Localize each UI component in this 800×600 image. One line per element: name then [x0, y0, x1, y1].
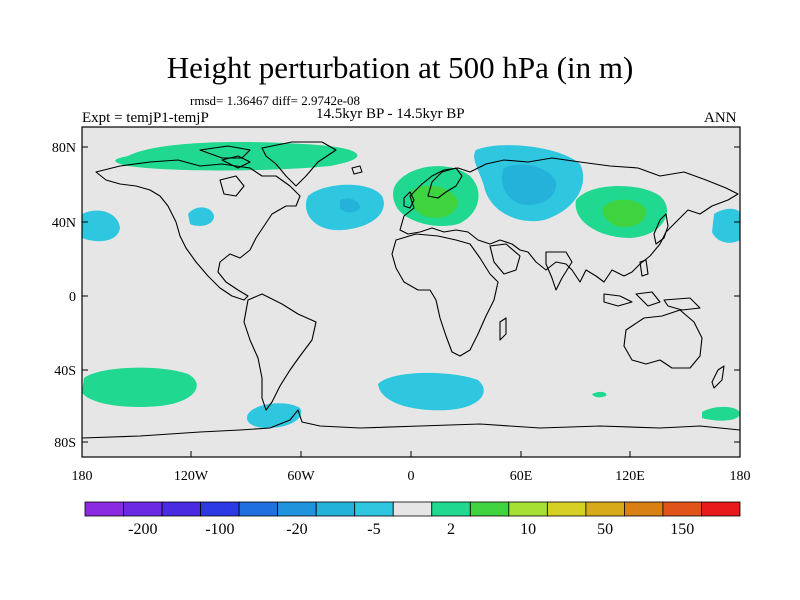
coastline-australia [623, 309, 703, 369]
coastline-arabia [489, 243, 521, 275]
anomaly-region [702, 406, 740, 421]
colorbar-swatch [123, 501, 163, 517]
anomaly-region [410, 185, 459, 219]
longitude-axis: 180 120W 60W 0 60E 120E 180 [72, 451, 751, 484]
colorbar-swatch [624, 501, 664, 517]
lat-tick-label: 80N [52, 141, 76, 156]
coastline-hudson-bay [219, 175, 245, 197]
coastline-india [545, 251, 573, 291]
colorbar-label: 50 [597, 521, 613, 538]
lat-tick-label: 40S [54, 364, 76, 379]
colorbar-swatch [84, 501, 124, 517]
anomaly-region [712, 208, 740, 243]
coastline-new-zealand [711, 365, 725, 389]
coastline-philippines [639, 259, 649, 277]
coastline-eurasia [399, 157, 739, 283]
lon-tick-label: 60E [510, 469, 533, 484]
lon-tick-label: 0 [408, 469, 415, 484]
experiment-label: Expt = temjP1-temjP [82, 110, 209, 126]
colorbar-swatch [469, 501, 510, 517]
colorbar-label: -20 [286, 521, 307, 538]
latitude-axis: 80N 40N 0 40S 80S [52, 141, 740, 451]
lon-tick-label: 180 [730, 469, 751, 484]
coastline-indonesia [603, 293, 633, 307]
stats-label: rmsd= 1.36467 diff= 2.9742e-08 [190, 93, 361, 108]
colorbar-swatch [662, 501, 702, 517]
coastline-africa [391, 233, 499, 357]
anomaly-region [188, 207, 214, 226]
lat-tick-label: 0 [69, 290, 76, 305]
negative-anomaly-regions [82, 145, 740, 428]
coastline-iceland [351, 165, 363, 175]
colorbar-swatch [546, 501, 587, 517]
lon-tick-label: 180 [72, 469, 93, 484]
colorbar-label: 2 [447, 521, 455, 538]
coastlines [82, 141, 740, 439]
coastline-japan [653, 213, 669, 245]
colorbar-swatch [277, 501, 317, 517]
coastline-arctic-islands [221, 155, 251, 169]
colorbar-swatch [354, 501, 394, 517]
coastline-indonesia [635, 291, 661, 307]
colorbar-label: -100 [205, 521, 234, 538]
colorbar-label: 10 [520, 521, 536, 538]
colorbar-swatch [200, 501, 240, 517]
lon-tick-label: 120W [174, 469, 209, 484]
anomaly-region [378, 372, 484, 411]
colorbar-swatch [701, 501, 741, 517]
colorbar-swatch [238, 501, 279, 517]
coastline-madagascar [499, 317, 507, 341]
lat-tick-label: 80S [54, 436, 76, 451]
colorbar-swatch [315, 501, 356, 517]
lat-tick-label: 40N [52, 216, 76, 231]
anomaly-region [82, 210, 120, 242]
colorbar-label: -200 [128, 521, 157, 538]
coastline-greenland [261, 141, 337, 187]
season-label: ANN [704, 110, 737, 126]
colorbar-label: 150 [670, 521, 694, 538]
colorbar-swatch [585, 501, 625, 517]
coastline-antarctica [82, 409, 740, 439]
anomaly-region [592, 391, 607, 398]
coastline-great-britain [403, 191, 415, 209]
anomaly-region [602, 199, 647, 228]
colorbar-swatch [508, 501, 548, 517]
anomaly-region [82, 367, 197, 408]
period-label: 14.5kyr BP - 14.5kyr BP [316, 106, 465, 122]
chart-title: Height perturbation at 500 hPa (in m) [166, 50, 634, 85]
anomaly-region [340, 198, 360, 213]
anomaly-region [501, 164, 557, 205]
colorbar: -200 -100 -20 -5 2 10 50 150 [84, 501, 741, 538]
anomaly-region [246, 403, 302, 428]
lon-tick-label: 120E [615, 469, 645, 484]
colorbar-swatch [161, 501, 201, 517]
coastline-arctic-islands [199, 145, 251, 159]
coastline-new-guinea [663, 297, 701, 311]
colorbar-swatch [431, 501, 471, 517]
coastline-south-america [243, 293, 317, 411]
coastline-north-america [95, 159, 301, 301]
lon-tick-label: 60W [287, 469, 315, 484]
colorbar-swatch [392, 501, 433, 517]
colorbar-label: -5 [367, 521, 380, 538]
coastline-scandinavia [427, 167, 463, 199]
